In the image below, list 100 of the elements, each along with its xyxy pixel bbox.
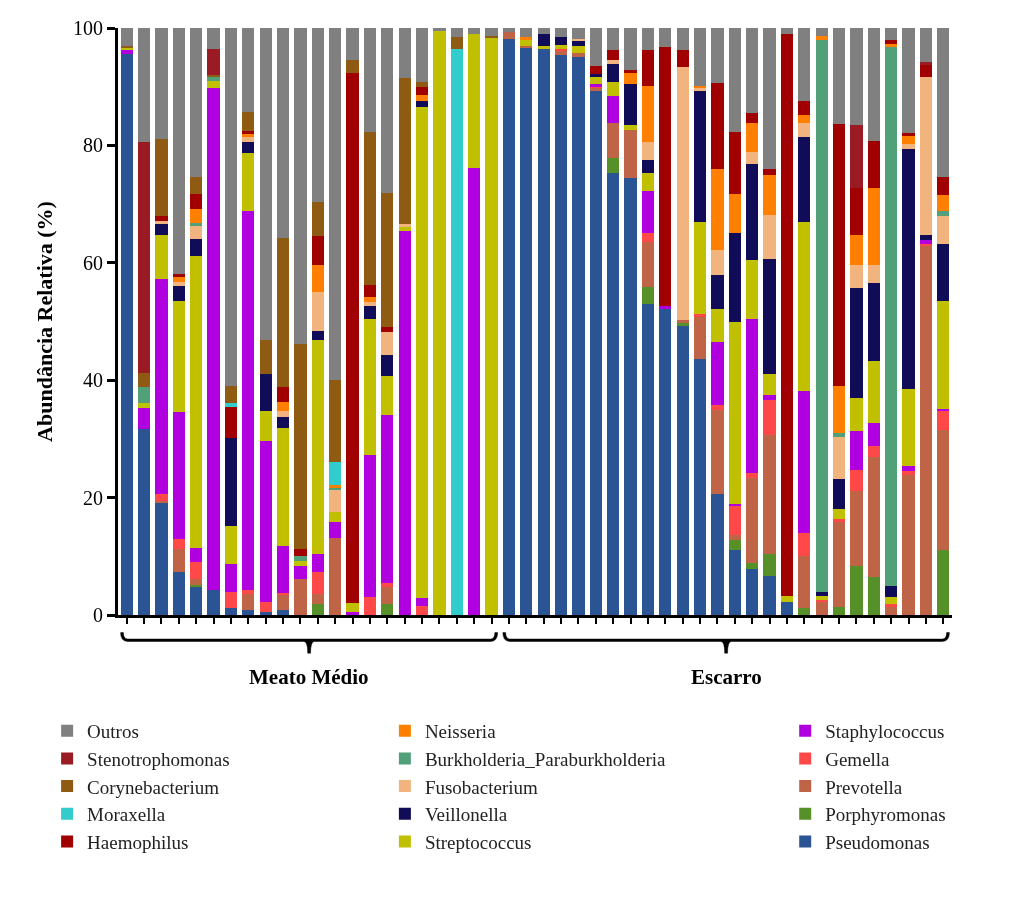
- bar: [120, 50, 133, 55]
- bar: [711, 275, 724, 310]
- bar: [780, 602, 794, 615]
- bar: [155, 278, 168, 495]
- bar: [885, 46, 898, 587]
- bar: [224, 525, 238, 564]
- bar: [919, 245, 933, 615]
- bar: [885, 28, 898, 40]
- bar: [641, 49, 655, 87]
- bar: [937, 300, 950, 409]
- bar: [311, 594, 324, 605]
- bar: [919, 64, 933, 78]
- bar: [624, 125, 637, 131]
- bar: [867, 188, 880, 265]
- bar: [746, 122, 759, 152]
- y-tick-label: 80: [83, 134, 103, 157]
- bar: [207, 48, 220, 75]
- bar: [468, 34, 481, 168]
- bar: [902, 148, 915, 390]
- bar: [329, 521, 342, 539]
- bar: [363, 28, 377, 132]
- bar: [242, 590, 255, 595]
- bar: [242, 111, 255, 131]
- bar: [172, 539, 185, 549]
- bar: [711, 168, 724, 250]
- bar: [537, 45, 550, 49]
- bar: [190, 177, 203, 194]
- bar: [798, 607, 811, 615]
- bar: [137, 142, 151, 374]
- bar: [554, 28, 568, 38]
- bar: [798, 556, 811, 608]
- bar: [832, 123, 846, 387]
- bar: [259, 410, 272, 441]
- bar: [885, 604, 898, 608]
- bar: [746, 113, 759, 123]
- bar: [850, 398, 863, 432]
- bar: [329, 380, 342, 462]
- bar: [381, 586, 394, 605]
- bar: [607, 82, 620, 97]
- bar: [572, 52, 585, 58]
- bar: [711, 342, 724, 405]
- bar: [607, 28, 620, 50]
- bar: [137, 387, 151, 403]
- bar: [624, 28, 637, 70]
- bar: [363, 131, 377, 285]
- bar: [450, 36, 463, 49]
- legend-label: Pseudomonas: [825, 831, 930, 853]
- bar: [155, 138, 168, 216]
- bar: [311, 604, 324, 615]
- bar: [832, 518, 846, 522]
- bar: [798, 221, 811, 392]
- bar: [763, 434, 776, 554]
- bar: [832, 607, 846, 615]
- bar: [137, 28, 151, 143]
- bar: [294, 28, 307, 344]
- bar: [537, 34, 550, 46]
- bar: [572, 46, 585, 53]
- bar: [902, 28, 915, 134]
- y-tick-label: 60: [83, 251, 103, 274]
- bar: [850, 431, 863, 471]
- bar: [294, 343, 307, 550]
- bar: [224, 28, 238, 387]
- bar: [190, 586, 203, 615]
- bar: [502, 28, 516, 33]
- bar: [832, 433, 846, 437]
- bar: [242, 153, 255, 211]
- bar: [468, 167, 481, 615]
- bar: [398, 28, 411, 79]
- bar: [832, 521, 846, 608]
- bar: [798, 391, 811, 534]
- bar: [520, 28, 533, 38]
- bar: [346, 60, 359, 73]
- bar: [624, 84, 637, 126]
- bar: [867, 264, 880, 284]
- bar: [624, 72, 637, 85]
- bar: [641, 286, 655, 305]
- legend-label: Outros: [87, 721, 139, 743]
- bar: [276, 410, 290, 418]
- legend-label: Porphyromonas: [825, 804, 946, 826]
- bar: [172, 571, 185, 615]
- bar: [346, 603, 359, 613]
- bar: [659, 28, 672, 48]
- bar: [207, 81, 220, 89]
- bar: [885, 586, 898, 597]
- bar: [502, 39, 516, 615]
- bar: [728, 540, 741, 551]
- bar: [190, 548, 203, 563]
- bar: [363, 454, 377, 597]
- legend-label: Corynebacterium: [87, 776, 220, 798]
- bar: [207, 88, 220, 591]
- bar: [780, 596, 794, 603]
- bar: [641, 241, 655, 287]
- bar: [276, 28, 290, 238]
- bar: [311, 339, 324, 554]
- bar: [294, 578, 307, 615]
- bar: [850, 125, 863, 188]
- bar: [711, 410, 724, 495]
- bar: [172, 412, 185, 540]
- bar: [311, 265, 324, 293]
- bar: [798, 533, 811, 557]
